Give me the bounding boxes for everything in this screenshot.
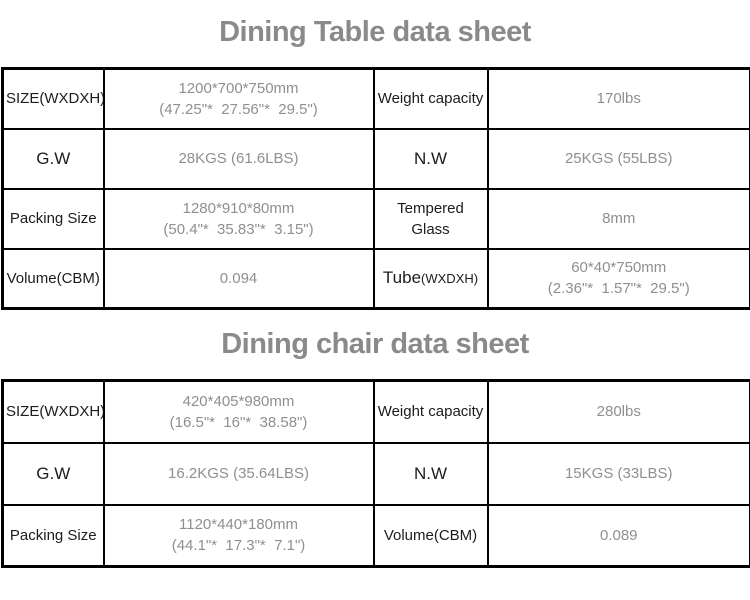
table-volume-label: Volume(CBM) <box>1 247 105 310</box>
table-packing-size-value: 1280*910*80mm (50.4"* 35.83"* 3.15") <box>102 187 375 250</box>
table-gw-value: 28KGS (61.6LBS) <box>102 127 375 190</box>
table-row: G.W 28KGS (61.6LBS) N.W 25KGS (55LBS) <box>1 127 750 190</box>
dining-chair-spec-table: SIZE(WXDXH) 420*405*980mm (16.5"* 16"* 38… <box>1 379 750 568</box>
table-packing-size-label: Packing Size <box>1 187 105 250</box>
table-nw-value: 25KGS (55LBS) <box>486 127 750 190</box>
dining-table-sheet-title: Dining Table data sheet <box>219 16 531 48</box>
table-row: Volume(CBM) 0.094 Tube(WXDXH) 60*40*750m… <box>1 247 750 310</box>
table-tempered-glass-label: Tempered Glass <box>372 187 489 250</box>
chair-volume-value: 0.089 <box>486 503 750 568</box>
table-row: SIZE(WXDXH) 1200*700*750mm (47.25"* 27.56… <box>1 67 750 130</box>
chair-weight-capacity-value: 280lbs <box>486 379 750 444</box>
chair-gw-label: G.W <box>1 441 105 506</box>
chair-packing-size-label: Packing Size <box>1 503 105 568</box>
table-row: G.W 16.2KGS (35.64LBS) N.W 15KGS (33LBS) <box>1 441 750 506</box>
table-row: Packing Size 1280*910*80mm (50.4"* 35.83"… <box>1 187 750 250</box>
table-row: Packing Size 1120*440*180mm (44.1"* 17.3"… <box>1 503 750 568</box>
table-volume-value: 0.094 <box>102 247 375 310</box>
chair-nw-label: N.W <box>372 441 489 506</box>
table-tempered-glass-value: 8mm <box>486 187 750 250</box>
dining-chair-sheet-title: Dining chair data sheet <box>221 328 529 360</box>
chair-size-label: SIZE(WXDXH) <box>1 379 105 444</box>
dining-table-spec-table: SIZE(WXDXH) 1200*700*750mm (47.25"* 27.56… <box>1 67 750 310</box>
chair-volume-label: Volume(CBM) <box>372 503 489 568</box>
table-row: SIZE(WXDXH) 420*405*980mm (16.5"* 16"* 38… <box>1 379 750 444</box>
table-weight-capacity-label: Weight capacity <box>372 67 489 130</box>
table-size-value: 1200*700*750mm (47.25"* 27.56"* 29.5") <box>102 67 375 130</box>
table-tube-value: 60*40*750mm (2.36"* 1.57"* 29.5") <box>486 247 750 310</box>
chair-packing-size-value: 1120*440*180mm (44.1"* 17.3"* 7.1") <box>102 503 375 568</box>
table-gw-label: G.W <box>1 127 105 190</box>
chair-weight-capacity-label: Weight capacity <box>372 379 489 444</box>
chair-gw-value: 16.2KGS (35.64LBS) <box>102 441 375 506</box>
chair-nw-value: 15KGS (33LBS) <box>486 441 750 506</box>
table-size-label: SIZE(WXDXH) <box>1 67 105 130</box>
table-weight-capacity-value: 170lbs <box>486 67 750 130</box>
table-nw-label: N.W <box>372 127 489 190</box>
chair-size-value: 420*405*980mm (16.5"* 16"* 38.58") <box>102 379 375 444</box>
table-tube-label: Tube(WXDXH) <box>372 247 489 310</box>
